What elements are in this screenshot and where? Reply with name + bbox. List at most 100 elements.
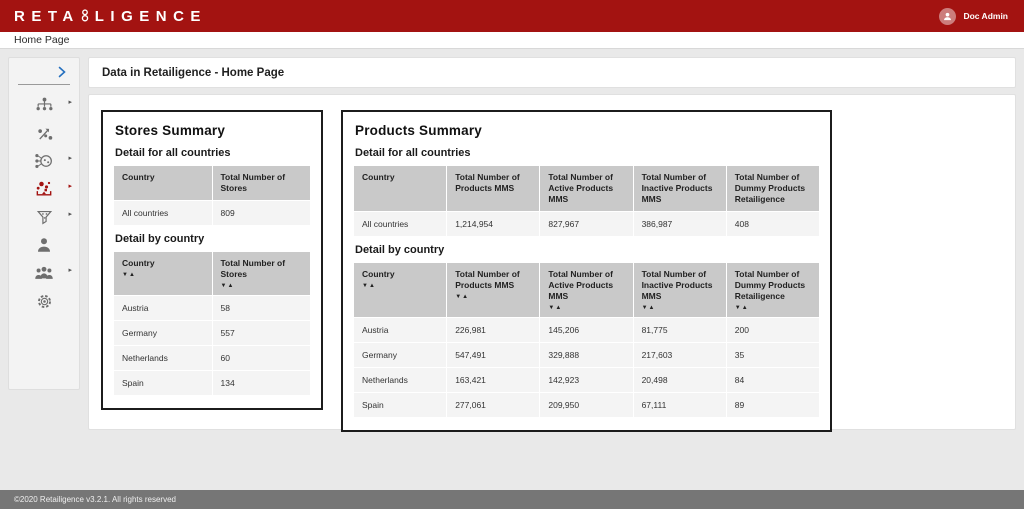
column-header-label: Total Number of Active Products MMS bbox=[548, 172, 614, 205]
stores-all-countries-table: Country Total Number of Stores All countri… bbox=[113, 164, 311, 227]
submenu-arrow-icon: ▸ bbox=[68, 155, 72, 162]
submenu-arrow-icon: ▸ bbox=[68, 99, 72, 106]
chevron-right-icon bbox=[58, 66, 66, 78]
stores-by-country-table: Country ▼▲ Total Number of Stores ▼▲ Austria… bbox=[113, 251, 311, 397]
app-footer: ©2020 Retailigence v3.2.1. All rights re… bbox=[0, 490, 1024, 509]
sidebar-item-org-chart[interactable]: ▸ bbox=[9, 91, 79, 119]
page-title-card: Data in Retailigence - Home Page bbox=[88, 57, 1016, 88]
column-header-label: Total Number of Inactive Products MMS bbox=[641, 172, 713, 205]
sort-arrows-icon[interactable]: ▼▲ bbox=[455, 294, 470, 301]
sidebar-item-funnel[interactable]: ▸ bbox=[9, 203, 79, 231]
table-cell: 809 bbox=[211, 200, 311, 227]
products-by-country-heading: Detail by country bbox=[355, 244, 445, 257]
stores-all-countries-heading: Detail for all countries bbox=[115, 147, 231, 159]
table-cell: 547,491 bbox=[446, 342, 541, 369]
column-header[interactable]: Total Number of Products MMS ▼▲ bbox=[446, 262, 541, 319]
table-cell: 134 bbox=[211, 370, 311, 397]
sidebar-item-data-analysis[interactable]: ▸ bbox=[9, 175, 79, 203]
sidebar-item-users-group[interactable]: ▸ bbox=[9, 259, 79, 287]
table-cell: Germany bbox=[352, 342, 448, 369]
table-row: Netherlands 60 bbox=[113, 345, 311, 372]
table-header-row: Country Total Number of Products MMS Total… bbox=[352, 164, 821, 213]
column-header[interactable]: Total Number of Dummy Products Retailige… bbox=[725, 262, 821, 319]
sort-arrows-icon[interactable]: ▼▲ bbox=[362, 283, 376, 290]
sort-arrows-icon[interactable]: ▼▲ bbox=[122, 272, 136, 279]
sort-arrows-icon[interactable]: ▼▲ bbox=[734, 305, 749, 312]
column-header: Total Number of Products MMS bbox=[446, 164, 541, 213]
user-menu[interactable]: Doc Admin bbox=[939, 7, 1008, 25]
column-header: Country bbox=[113, 164, 213, 202]
table-row: Germany 557 bbox=[113, 320, 311, 347]
column-header: Total Number of Dummy Products Retailige… bbox=[725, 164, 821, 213]
sidebar-item-share-network[interactable]: ▸ bbox=[9, 147, 79, 175]
submenu-arrow-icon: ▸ bbox=[68, 211, 72, 218]
sidebar-expand-button[interactable] bbox=[9, 62, 79, 82]
sidebar-item-settings-gear[interactable] bbox=[9, 287, 79, 315]
page-title: Data in Retailigence - Home Page bbox=[102, 66, 285, 79]
sort-arrows-icon[interactable]: ▼▲ bbox=[548, 305, 563, 312]
column-header-label: Total Number of Products MMS bbox=[455, 269, 520, 291]
table-cell: 209,950 bbox=[539, 392, 634, 419]
share-network-icon bbox=[35, 154, 52, 168]
table-cell: 226,981 bbox=[446, 317, 541, 344]
table-cell: 408 bbox=[725, 211, 821, 238]
sort-arrows-icon[interactable]: ▼▲ bbox=[641, 305, 656, 312]
products-summary-title: Products Summary bbox=[355, 123, 482, 138]
column-header: Total Number of Stores bbox=[211, 164, 311, 202]
column-header[interactable]: Country ▼▲ bbox=[113, 251, 213, 297]
users-group-icon bbox=[35, 266, 53, 279]
copyright-text: ©2020 Retailigence v3.2.1. All rights re… bbox=[14, 495, 176, 504]
table-cell: 58 bbox=[211, 295, 311, 322]
column-header-label: Total Number of Active Products MMS bbox=[548, 269, 614, 302]
table-cell: 557 bbox=[211, 320, 311, 347]
sidebar-item-network-nodes[interactable] bbox=[9, 119, 79, 147]
table-cell: 35 bbox=[725, 342, 821, 369]
table-cell: 200 bbox=[725, 317, 821, 344]
column-header[interactable]: Total Number of Inactive Products MMS ▼▲ bbox=[632, 262, 727, 319]
summary-area: Stores Summary Detail for all countries … bbox=[88, 94, 1016, 433]
column-header[interactable]: Country ▼▲ bbox=[352, 262, 448, 319]
table-cell: 827,967 bbox=[539, 211, 634, 238]
column-header-label: Total Number of Inactive Products MMS bbox=[641, 269, 713, 302]
table-cell: 217,603 bbox=[632, 342, 727, 369]
sort-arrows-icon[interactable]: ▼▲ bbox=[220, 283, 235, 290]
logo-text-prefix: RETA bbox=[14, 7, 80, 25]
table-cell: 145,206 bbox=[539, 317, 634, 344]
table-cell: 142,923 bbox=[539, 367, 634, 394]
table-row: Netherlands 163,421 142,923 20,498 84 bbox=[352, 367, 821, 394]
products-summary-panel: Products Summary Detail for all countrie… bbox=[341, 110, 832, 433]
table-header-row: Country ▼▲ Total Number of Stores ▼▲ bbox=[113, 251, 311, 297]
table-cell: 329,888 bbox=[539, 342, 634, 369]
column-header: Total Number of Inactive Products MMS bbox=[632, 164, 727, 213]
sidebar-menu: ▸ ▸ ▸ ▸ bbox=[9, 91, 79, 315]
nav-home-page[interactable]: Home Page bbox=[14, 34, 70, 46]
column-header: Country bbox=[352, 164, 448, 213]
breadcrumb-bar: Home Page bbox=[0, 32, 1024, 49]
settings-gear-icon bbox=[37, 294, 51, 308]
column-header-label: Country bbox=[362, 269, 395, 280]
main-content: Data in Retailigence - Home Page Stores … bbox=[88, 57, 1016, 433]
table-cell: All countries bbox=[352, 211, 448, 238]
table-cell: Germany bbox=[113, 320, 213, 347]
sidebar-divider bbox=[18, 84, 70, 85]
table-cell: 60 bbox=[211, 345, 311, 372]
table-row: Austria 226,981 145,206 81,775 200 bbox=[352, 317, 821, 344]
table-cell: Austria bbox=[113, 295, 213, 322]
sidebar-item-user[interactable] bbox=[9, 231, 79, 259]
app-logo[interactable]: RETA LIGENCE bbox=[14, 6, 207, 27]
data-analysis-icon bbox=[36, 181, 52, 196]
column-header[interactable]: Total Number of Stores ▼▲ bbox=[211, 251, 311, 297]
submenu-arrow-icon: ▸ bbox=[68, 183, 72, 190]
column-header[interactable]: Total Number of Active Products MMS ▼▲ bbox=[539, 262, 634, 319]
table-row: All countries 1,214,954 827,967 386,987 408 bbox=[352, 211, 821, 238]
logo-i-glyph bbox=[81, 8, 89, 27]
table-cell: Austria bbox=[352, 317, 448, 344]
table-row: Spain 134 bbox=[113, 370, 311, 397]
table-header-row: Country Total Number of Stores bbox=[113, 164, 311, 202]
table-cell: 67,111 bbox=[632, 392, 727, 419]
table-row: Germany 547,491 329,888 217,603 35 bbox=[352, 342, 821, 369]
column-header-label: Total Number of Dummy Products Retailige… bbox=[734, 269, 806, 302]
table-cell: 81,775 bbox=[632, 317, 727, 344]
sidebar: ▸ ▸ ▸ ▸ bbox=[8, 57, 80, 390]
